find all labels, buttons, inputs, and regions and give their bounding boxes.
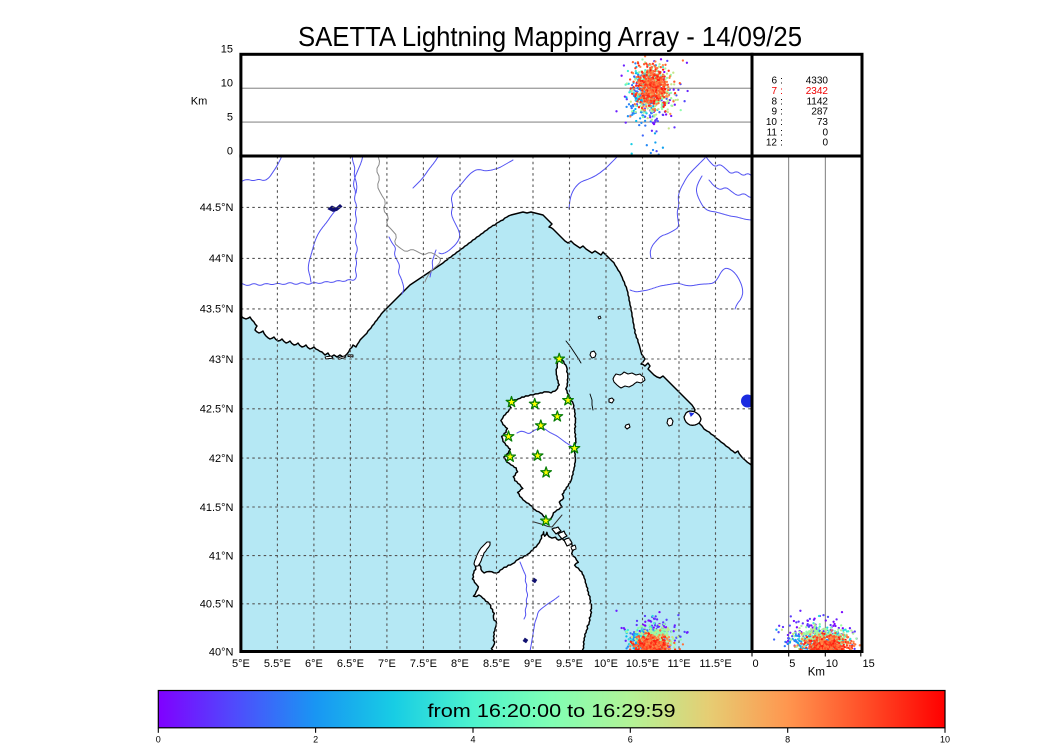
svg-text::: : [780, 117, 783, 128]
svg-text:7°E: 7°E [378, 658, 396, 670]
svg-text:44°N: 44°N [209, 253, 234, 265]
svg-text:SAETTA Lightning Mapping Array: SAETTA Lightning Mapping Array - 14/09/2… [298, 21, 802, 52]
svg-text:0: 0 [822, 127, 828, 138]
svg-text:8: 8 [771, 96, 777, 107]
svg-text:73: 73 [817, 117, 829, 128]
svg-text::: : [780, 86, 783, 97]
svg-text:11: 11 [767, 127, 778, 138]
svg-text:2342: 2342 [806, 86, 829, 97]
svg-text:5°E: 5°E [232, 658, 250, 670]
svg-text:15: 15 [221, 44, 233, 56]
svg-text:15: 15 [863, 658, 875, 670]
svg-text:0: 0 [753, 658, 759, 670]
svg-text:42°N: 42°N [209, 453, 234, 465]
svg-text:9.5°E: 9.5°E [556, 658, 583, 670]
svg-text:44.5°N: 44.5°N [200, 202, 234, 214]
svg-text:10: 10 [221, 78, 233, 90]
svg-text:10: 10 [766, 117, 778, 128]
svg-text:6.5°E: 6.5°E [337, 658, 364, 670]
svg-text:11°E: 11°E [667, 658, 690, 670]
svg-text::: : [780, 127, 783, 138]
svg-text::: : [780, 107, 783, 118]
svg-text:Km: Km [808, 667, 825, 679]
svg-text:2: 2 [313, 735, 318, 745]
svg-text:11.5°E: 11.5°E [699, 658, 731, 670]
svg-text:40°N: 40°N [209, 646, 234, 658]
svg-text:10.5°E: 10.5°E [626, 658, 659, 670]
svg-text:0: 0 [822, 138, 828, 149]
svg-text:6°E: 6°E [305, 658, 323, 670]
svg-text:4: 4 [470, 735, 475, 745]
svg-text:8.5°E: 8.5°E [483, 658, 510, 670]
svg-text:9: 9 [771, 107, 777, 118]
svg-text:6: 6 [628, 735, 633, 745]
svg-text:43°N: 43°N [209, 354, 234, 366]
svg-text:4330: 4330 [806, 76, 829, 87]
svg-text:5: 5 [789, 658, 795, 670]
svg-text:42.5°N: 42.5°N [200, 404, 234, 416]
svg-text:41.5°N: 41.5°N [200, 502, 234, 514]
svg-text:10: 10 [826, 658, 838, 670]
svg-text:5: 5 [227, 112, 233, 124]
svg-text:5.5°E: 5.5°E [264, 658, 291, 670]
svg-text::: : [780, 138, 783, 149]
svg-text:287: 287 [811, 107, 828, 118]
svg-text:1142: 1142 [806, 96, 828, 107]
svg-text:from 16:20:00 to 16:29:59: from 16:20:00 to 16:29:59 [428, 701, 676, 721]
svg-text:12: 12 [766, 138, 778, 149]
svg-text::: : [780, 96, 783, 107]
svg-text::: : [780, 76, 783, 87]
svg-text:43.5°N: 43.5°N [200, 304, 234, 316]
svg-text:8: 8 [785, 735, 790, 745]
svg-text:8°E: 8°E [451, 658, 469, 670]
svg-text:10: 10 [940, 735, 950, 745]
svg-text:6: 6 [771, 76, 777, 87]
svg-text:7.5°E: 7.5°E [410, 658, 437, 670]
svg-text:10°E: 10°E [594, 658, 618, 670]
svg-text:Km: Km [191, 96, 208, 108]
svg-text:0: 0 [156, 735, 161, 745]
svg-text:40.5°N: 40.5°N [200, 599, 234, 611]
svg-text:7: 7 [771, 86, 777, 97]
svg-text:41°N: 41°N [209, 550, 234, 562]
svg-text:9°E: 9°E [524, 658, 542, 670]
svg-text:0: 0 [227, 146, 233, 158]
